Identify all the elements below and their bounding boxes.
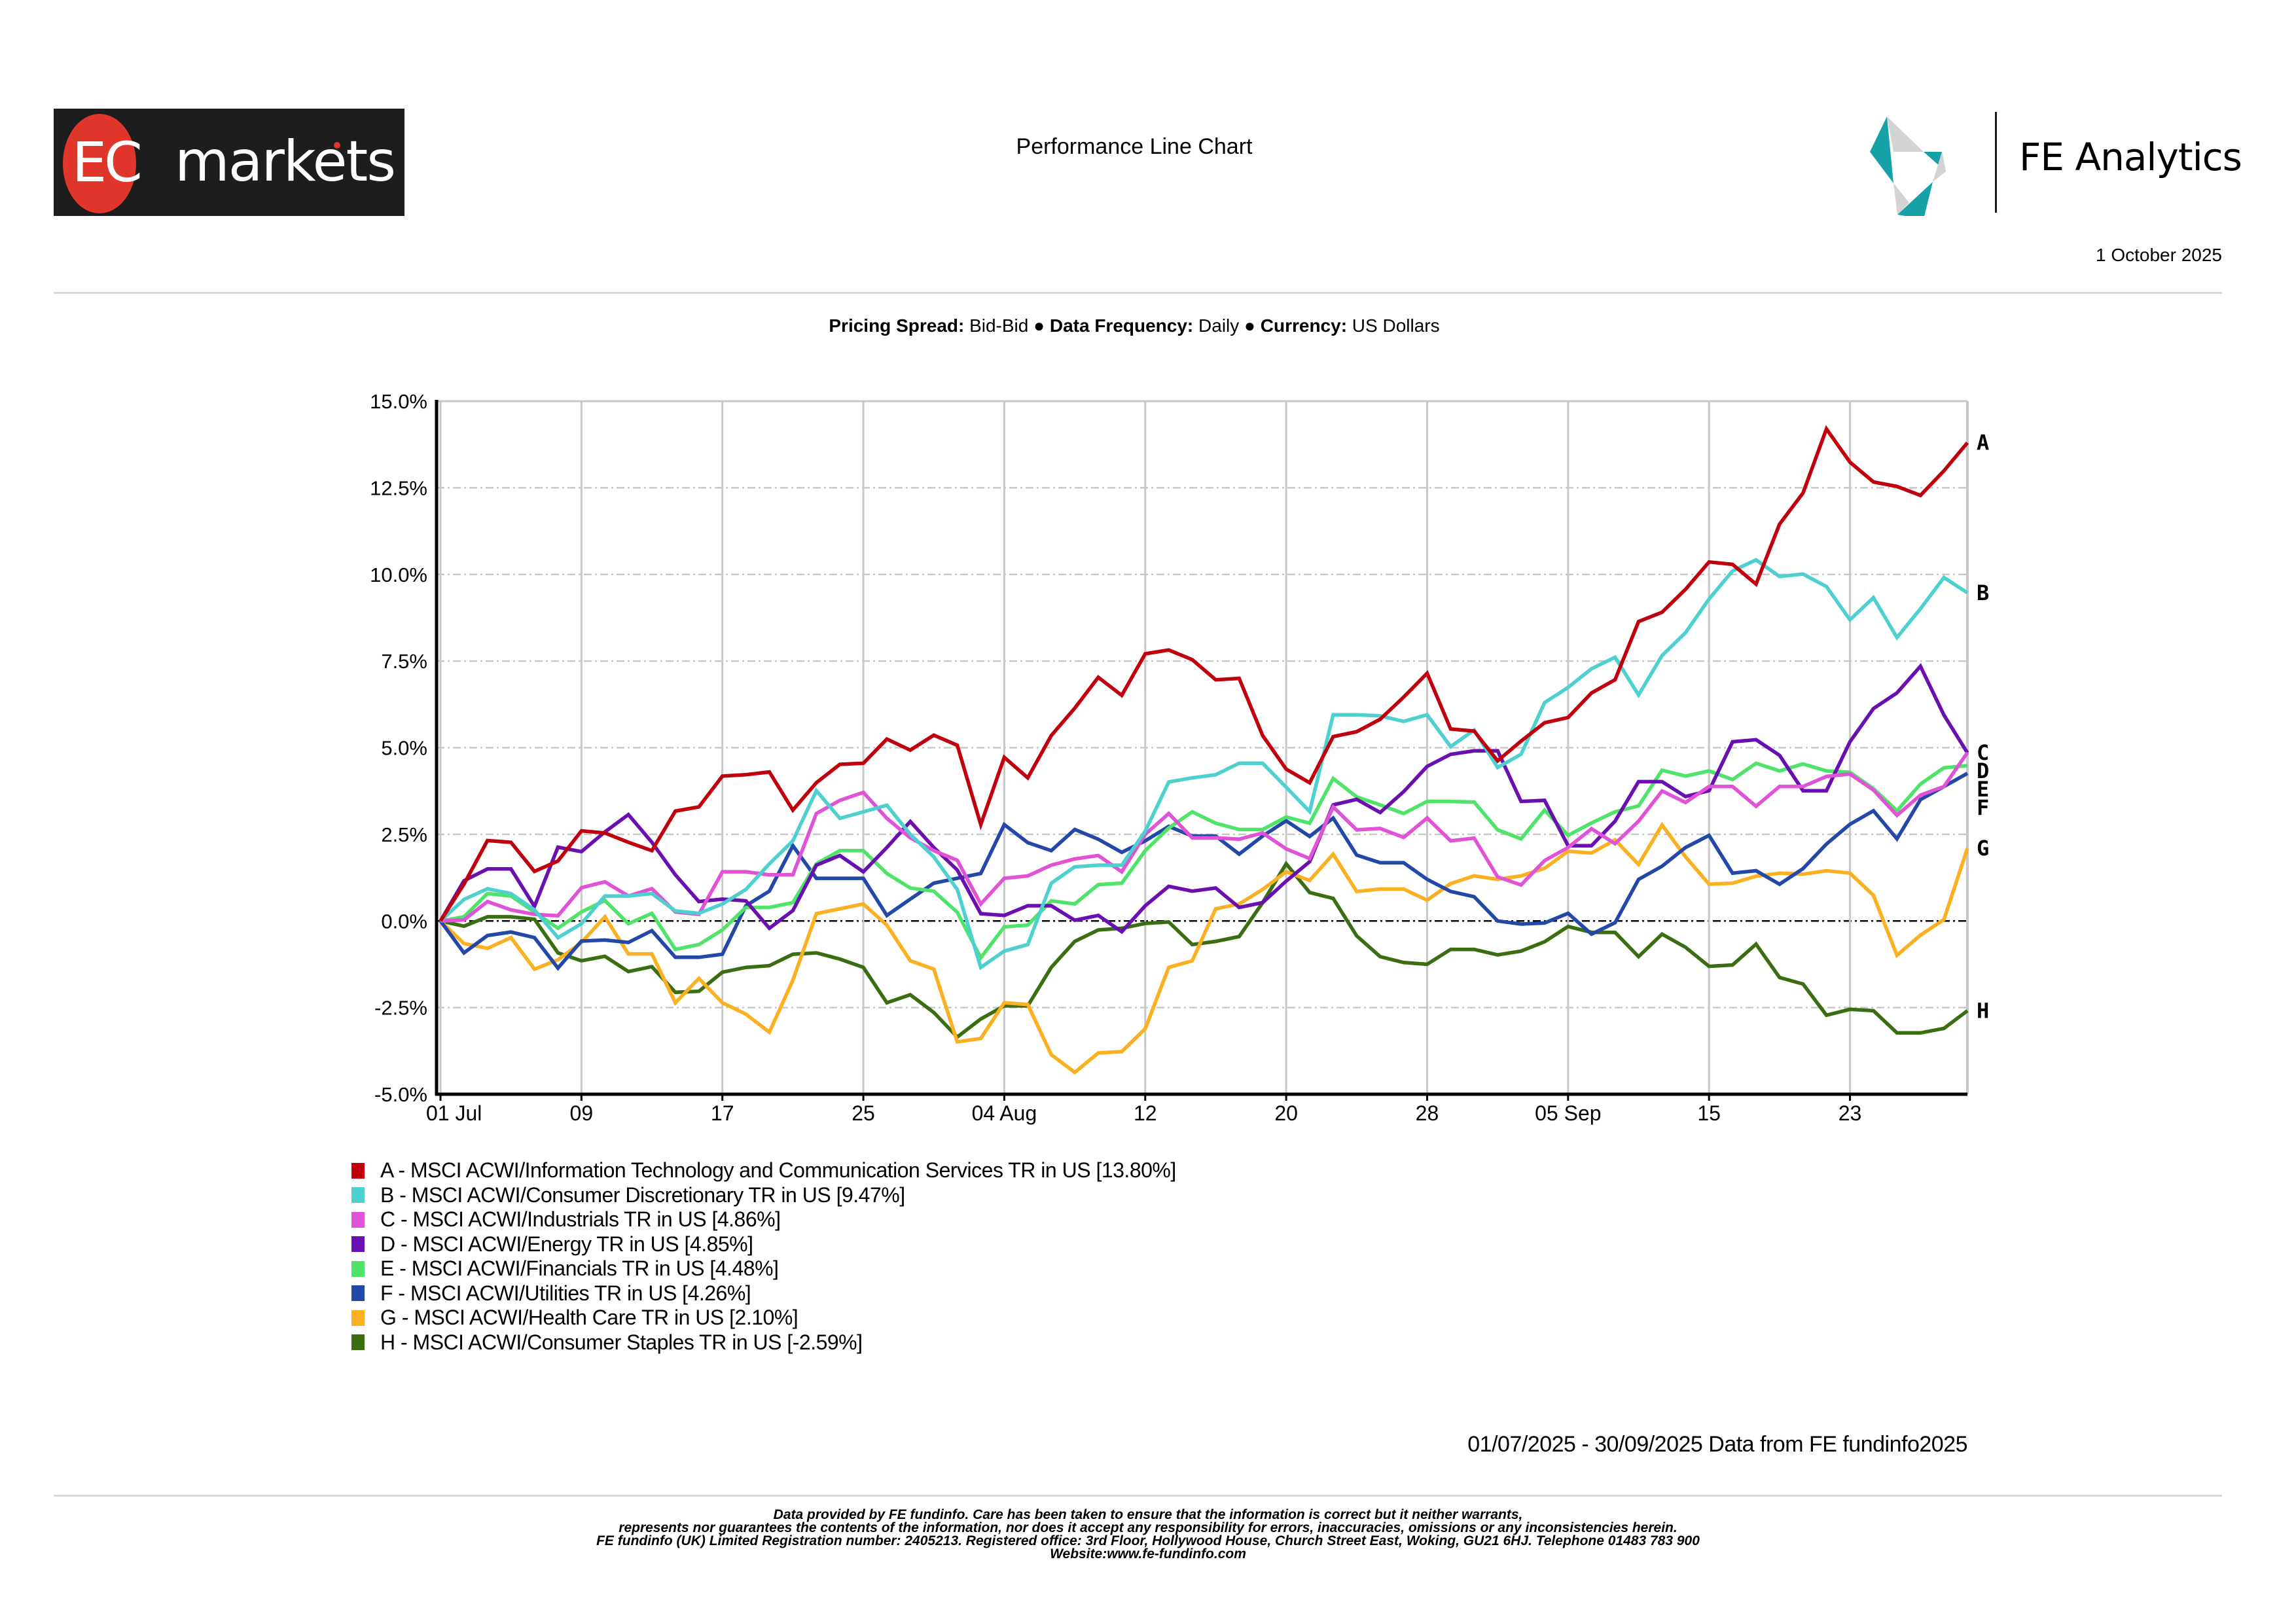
legend-item: F - MSCI ACWI/Utilities TR in US [4.26%]: [351, 1281, 1176, 1306]
legend-item: C - MSCI ACWI/Industrials TR in US [4.86…: [351, 1207, 1176, 1232]
y-tick-label: 12.5%: [370, 476, 427, 499]
series-end-label: H: [1977, 998, 1989, 1023]
x-tick-label: 28: [1416, 1101, 1439, 1125]
series-end-label: B: [1977, 580, 1989, 605]
date-range-note: 01/07/2025 - 30/09/2025 Data from FE fun…: [1467, 1432, 1967, 1457]
legend-item: G - MSCI ACWI/Health Care TR in US [2.10…: [351, 1306, 1176, 1330]
x-tick-label: 01 Jul: [426, 1101, 482, 1125]
legend-swatch: [351, 1187, 365, 1204]
ec-logo-markets-text: markets: [175, 129, 396, 194]
y-tick-label: -5.0%: [374, 1083, 427, 1106]
y-tick-label: 10.0%: [370, 563, 427, 586]
legend-label: A - MSCI ACWI/Information Technology and…: [380, 1158, 1176, 1183]
legend-swatch: [351, 1162, 365, 1179]
series-line-b: [439, 558, 1969, 971]
chart-legend: A - MSCI ACWI/Information Technology and…: [351, 1158, 1176, 1355]
ec-logo-ec-text: EC: [72, 130, 143, 194]
bullet-separator: ●: [1033, 315, 1050, 336]
series-line-a: [439, 425, 1969, 922]
page-title: Performance Line Chart: [1016, 134, 1253, 159]
legend-swatch: [351, 1285, 365, 1302]
legend-label: D - MSCI ACWI/Energy TR in US [4.85%]: [380, 1232, 753, 1256]
legend-label: F - MSCI ACWI/Utilities TR in US [4.26%]: [380, 1281, 751, 1305]
series-line-e: [440, 761, 1968, 961]
series-end-label: D: [1977, 758, 1989, 783]
x-tick-label: 09: [570, 1101, 594, 1125]
legend-label: E - MSCI ACWI/Financials TR in US [4.48%…: [380, 1257, 779, 1281]
legend-item: A - MSCI ACWI/Information Technology and…: [351, 1158, 1176, 1183]
data-frequency-value: Daily: [1193, 315, 1245, 336]
disclaimer-line: FE fundinfo (UK) Limited Registration nu…: [596, 1533, 1700, 1548]
ec-logo-dot: [334, 142, 340, 149]
currency-label: Currency:: [1260, 315, 1348, 336]
legend-swatch: [351, 1211, 365, 1228]
x-tick-label: 15: [1697, 1101, 1721, 1125]
x-tick-label: 04 Aug: [972, 1101, 1037, 1125]
currency-value: US Dollars: [1347, 315, 1440, 336]
x-tick-label: 25: [852, 1101, 875, 1125]
legend-swatch: [351, 1260, 365, 1277]
x-tick-label: 12: [1134, 1101, 1157, 1125]
series-end-label: A: [1977, 431, 1989, 455]
x-tick-label: 17: [711, 1101, 734, 1125]
series-line-d: [439, 663, 1969, 935]
series-end-label: E: [1977, 777, 1989, 802]
footer-divider: [54, 1495, 2222, 1497]
fe-logo-shard-1: [1870, 116, 1893, 183]
legend-label: C - MSCI ACWI/Industrials TR in US [4.86…: [380, 1207, 781, 1232]
fe-logo-shard-6: [1897, 182, 1933, 216]
fe-logo-shard-5: [1893, 183, 1909, 215]
fe-analytics-logo-icon: [1870, 116, 1946, 216]
legend-swatch: [351, 1334, 365, 1351]
legend-label: B - MSCI ACWI/Consumer Discretionary TR …: [380, 1183, 905, 1207]
y-tick-label: 0.0%: [381, 910, 427, 933]
label-layer: -5.0% -2.5% 0.0% 2.5% 5.0% 7.5% 10.0% 12.5% 15.0…: [370, 390, 1989, 1125]
legend-item: H - MSCI ACWI/Consumer Staples TR in US …: [351, 1330, 1176, 1355]
chart-settings-line: Pricing Spread: Bid-Bid ● Data Frequency…: [0, 315, 2269, 336]
series-end-label: G: [1977, 836, 1989, 861]
disclaimer-footer: Data provided by FE fundinfo. Care has b…: [0, 1508, 2296, 1561]
bullet-separator: ●: [1244, 315, 1261, 336]
legend-item: B - MSCI ACWI/Consumer Discretionary TR …: [351, 1183, 1176, 1208]
pricing-spread-value: Bid-Bid: [964, 315, 1034, 336]
fe-logo-shard-4: [1933, 152, 1946, 182]
ec-logo-circle: [63, 114, 136, 213]
x-tick-label: 05 Sep: [1535, 1101, 1601, 1125]
x-tick-label: 23: [1839, 1101, 1862, 1125]
y-tick-label: -2.5%: [374, 997, 427, 1020]
legend-swatch: [351, 1310, 365, 1326]
axis-layer: [435, 400, 1967, 1101]
legend-item: D - MSCI ACWI/Energy TR in US [4.85%]: [351, 1232, 1176, 1257]
legend-label: H - MSCI ACWI/Consumer Staples TR in US …: [380, 1330, 863, 1354]
legend-item: E - MSCI ACWI/Financials TR in US [4.48%…: [351, 1257, 1176, 1281]
grid-layer: [437, 400, 1969, 1094]
fe-analytics-wordmark: FE Analytics: [2019, 135, 2242, 179]
disclaimer-line: Data provided by FE fundinfo. Care has b…: [773, 1507, 1523, 1522]
series-line-g: [439, 821, 1969, 1075]
disclaimer-line: represents nor guarantees the contents o…: [619, 1520, 1677, 1535]
ec-markets-logo: EC markets: [54, 109, 404, 216]
series-end-label: F: [1977, 795, 1989, 820]
x-tick-label: 20: [1274, 1101, 1298, 1125]
y-tick-label: 15.0%: [370, 390, 427, 413]
fe-logo-shard-2: [1887, 116, 1924, 152]
pricing-spread-label: Pricing Spread:: [829, 315, 965, 336]
y-tick-label: 2.5%: [381, 823, 427, 846]
website-line: Website:www.fe-fundinfo.com: [1050, 1546, 1246, 1561]
legend-swatch: [351, 1236, 365, 1253]
series-end-label: C: [1977, 740, 1989, 765]
fe-logo-divider: [1995, 112, 1997, 213]
y-tick-label: 7.5%: [381, 650, 427, 673]
series-line-h: [440, 861, 1969, 1040]
y-tick-label: 5.0%: [381, 737, 427, 760]
data-frequency-label: Data Frequency:: [1049, 315, 1194, 336]
report-date: 1 October 2025: [2095, 245, 2222, 265]
header-divider: [54, 292, 2222, 294]
legend-label: G - MSCI ACWI/Health Care TR in US [2.10…: [380, 1306, 798, 1330]
series-layer: [439, 425, 1969, 1075]
